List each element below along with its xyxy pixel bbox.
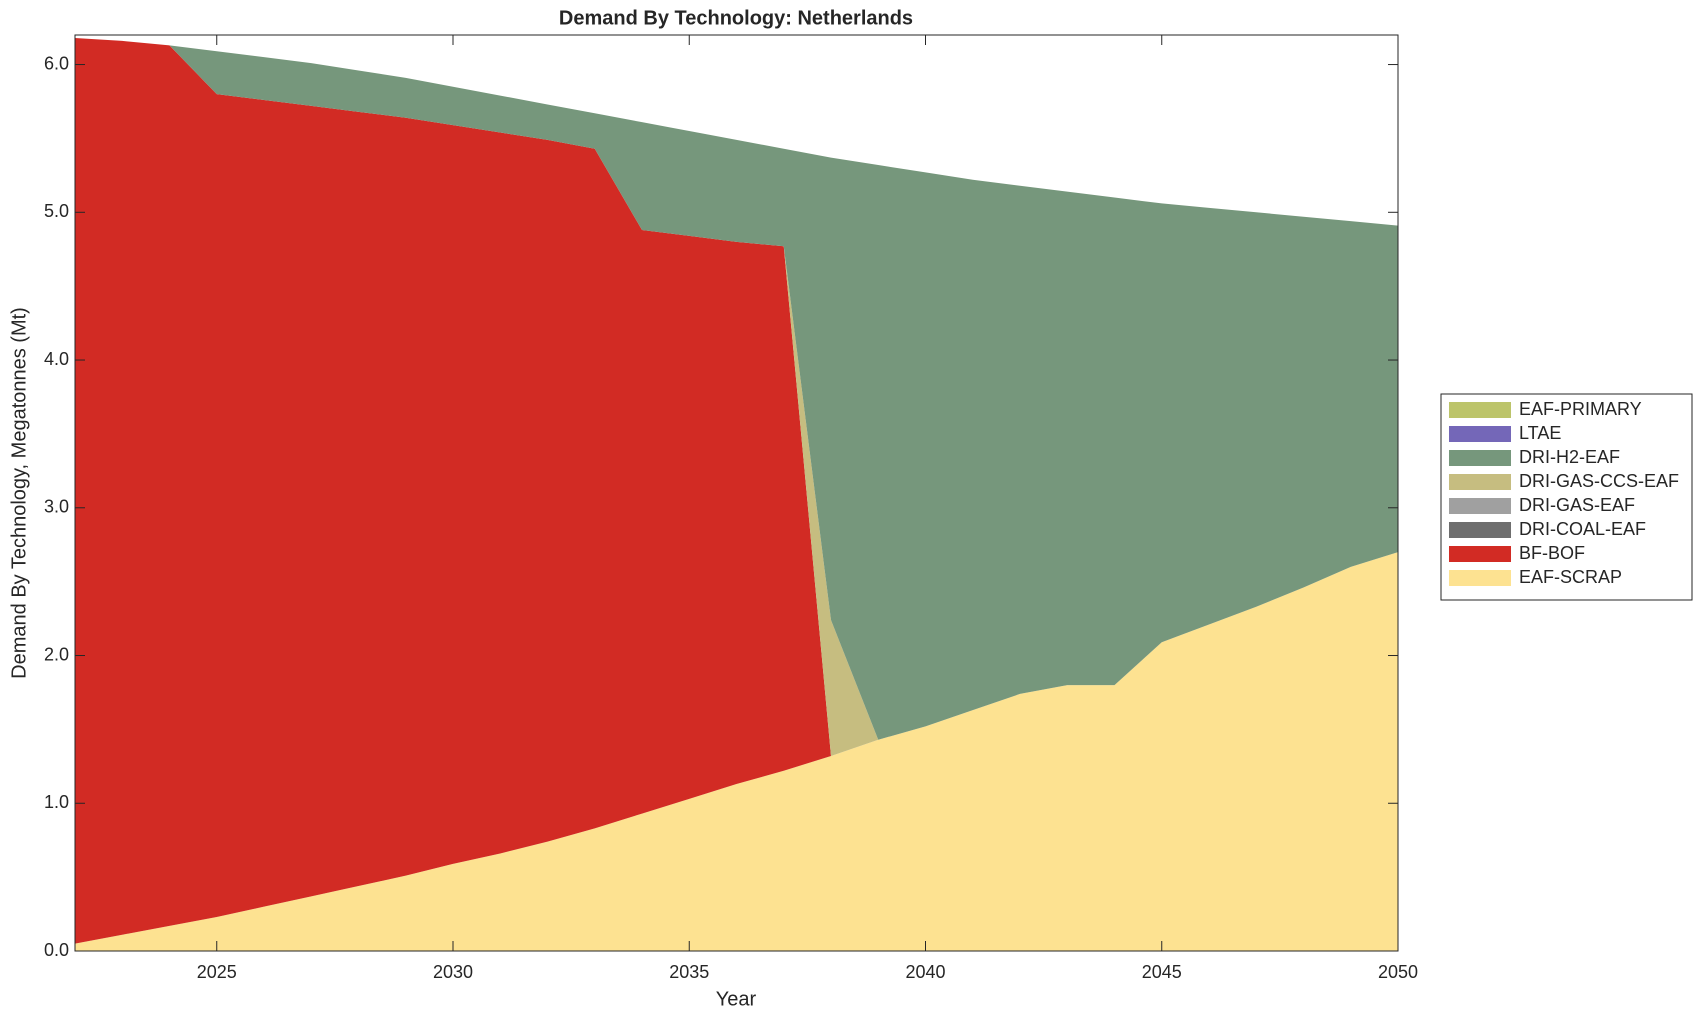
x-tick-label: 2050 [1378,962,1418,982]
legend-label: EAF-SCRAP [1519,567,1622,587]
legend-swatch [1449,498,1511,514]
area [75,552,1398,951]
x-tick-label: 2045 [1142,962,1182,982]
area [75,37,1398,944]
y-tick-label: 5.0 [44,201,69,221]
y-tick-label: 3.0 [44,497,69,517]
plot-frame [74,34,1399,952]
legend-label: DRI-GAS-CCS-EAF [1519,471,1679,491]
legend-swatch [1449,546,1511,562]
legend-swatch [1449,570,1511,586]
y-tick-label: 4.0 [44,349,69,369]
x-tick-label: 2040 [905,962,945,982]
x-tick-label: 2025 [197,962,237,982]
y-axis-label: Demand By Technology, Megatonnes (Mt) [8,307,30,679]
x-axis-label: Year [716,988,757,1010]
legend-label: BF-BOF [1519,543,1585,563]
y-tick-label: 2.0 [44,644,69,664]
legend-label: EAF-PRIMARY [1519,399,1642,419]
x-tick-label: 2035 [669,962,709,982]
legend-label: DRI-H2-EAF [1519,447,1620,467]
legend-swatch [1449,522,1511,538]
legend-label: DRI-COAL-EAF [1519,519,1646,539]
y-tick-label: 6.0 [44,53,69,73]
legend-label: DRI-GAS-EAF [1519,495,1635,515]
legend-swatch [1449,426,1511,442]
legend-swatch [1449,402,1511,418]
legend-label: LTAE [1519,423,1561,443]
chart-title: Demand By Technology: Netherlands [559,7,913,29]
y-tick-label: 0.0 [44,940,69,960]
x-tick-label: 2030 [433,962,473,982]
legend-swatch [1449,474,1511,490]
area [75,37,1398,740]
legend-swatch [1449,450,1511,466]
y-tick-label: 1.0 [44,792,69,812]
